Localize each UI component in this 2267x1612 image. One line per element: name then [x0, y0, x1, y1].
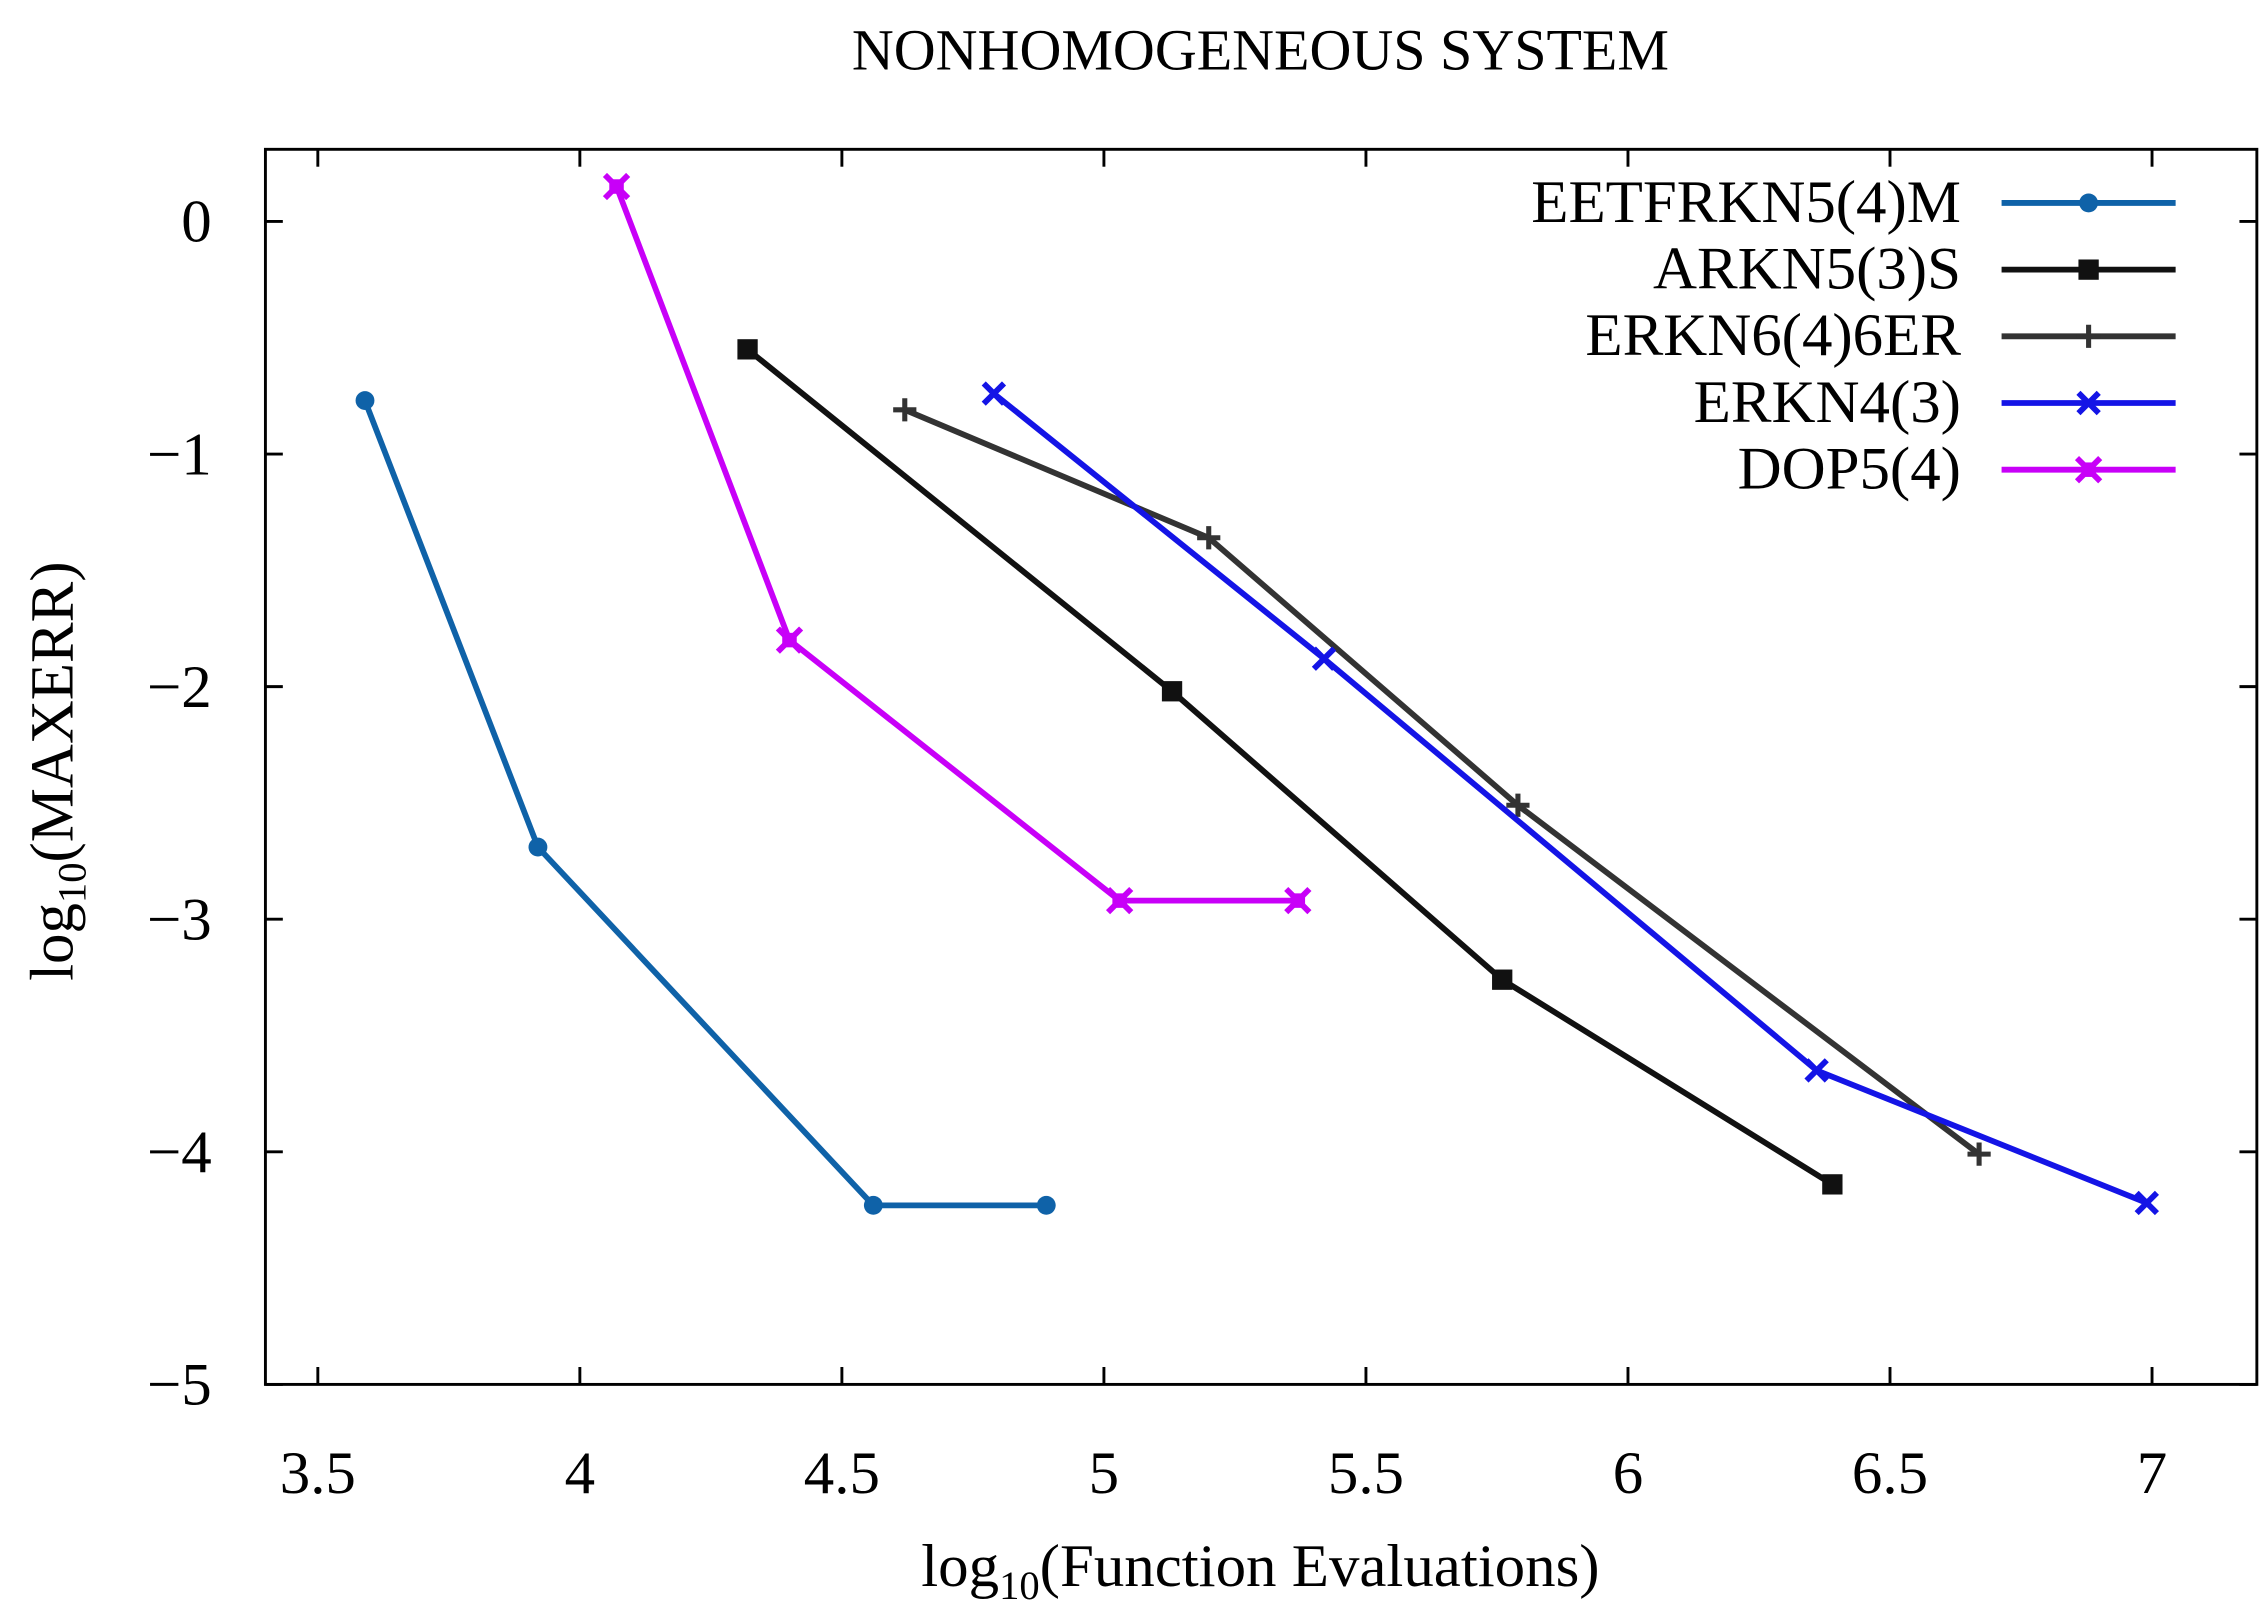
data-point [2134, 1190, 2159, 1216]
legend-entry: ARKN5(3)S [1653, 235, 2176, 302]
series [981, 381, 2159, 1216]
legend-marker [2078, 259, 2099, 280]
data-point [1822, 1174, 1843, 1195]
plot-frame [263, 147, 2259, 1386]
series [893, 398, 1991, 1166]
legend: EETFRKN5(4)MARKN5(3)SERKN6(4)6ERERKN4(3)… [1531, 169, 2176, 503]
x-axis-label-log: log [921, 1533, 999, 1600]
axis-ticks [265, 149, 2257, 1386]
legend-entry: ERKN4(3) [1694, 369, 2176, 436]
data-point [1311, 646, 1337, 671]
legend-label: ERKN6(4)6ER [1585, 302, 1961, 369]
x-tick-label: 6 [1613, 1440, 1643, 1507]
legend-marker [2076, 324, 2101, 348]
data-point [1492, 969, 1513, 990]
data-point-cross [1105, 886, 1134, 915]
data-point [863, 1195, 883, 1215]
y-tick-label: 0 [181, 189, 211, 256]
legend-label: ARKN5(3)S [1653, 235, 1961, 302]
legend-marker [2074, 456, 2103, 484]
legend-entry: ERKN6(4)6ER [1585, 302, 2176, 369]
data-point [1967, 1142, 1991, 1166]
y-tick-label: −4 [147, 1119, 212, 1186]
x-axis-label-text: (Function Evaluations) [1040, 1533, 1600, 1600]
data-point [893, 398, 917, 422]
series-line [613, 183, 1301, 904]
x-tick-label: 4.5 [804, 1440, 880, 1507]
data-point-cross [775, 626, 804, 654]
x-axis-label-subscript: 10 [999, 1563, 1040, 1608]
legend-label: ERKN4(3) [1694, 369, 1961, 436]
x-tick-label: 6.5 [1852, 1440, 1928, 1507]
y-axis-label-subscript: 10 [50, 863, 95, 904]
y-tick-label: −1 [147, 421, 212, 488]
data-point [528, 837, 548, 857]
data-point [1105, 886, 1134, 915]
x-axis-label: log10(Function Evaluations) [921, 1533, 1599, 1608]
data-point-cross [602, 172, 631, 201]
data-point [775, 626, 804, 654]
y-axis-label-log: log [20, 903, 87, 981]
y-axis-label: log10(MAXERR) [20, 562, 95, 981]
data-point [737, 339, 758, 360]
x-tick-label: 5.5 [1328, 1440, 1404, 1507]
series-line [744, 346, 1836, 1188]
legend-marker [2076, 390, 2101, 416]
y-tick-label: −5 [147, 1352, 212, 1419]
data-point [1284, 886, 1312, 915]
y-tick-label: −2 [147, 654, 212, 721]
legend-marker-cross [2074, 456, 2103, 484]
legend-label: EETFRKN5(4)M [1531, 169, 1961, 236]
x-tick-label: 5 [1089, 1440, 1119, 1507]
series [737, 339, 1843, 1195]
data-point-cross [1284, 886, 1312, 915]
data-point [1506, 793, 1530, 817]
x-tick-label: 3.5 [280, 1440, 356, 1507]
data-point [1161, 681, 1183, 702]
series-line [362, 397, 1050, 1209]
axis-tick-labels: 3.5 4 4.5 5 5.5 6 6.5 7 0 −1 −2 −3 −4 −5 [147, 189, 2167, 1507]
y-tick-label: −3 [147, 887, 212, 954]
series-line [901, 406, 1982, 1158]
series-line [990, 390, 2150, 1206]
x-tick-label: 7 [2137, 1440, 2167, 1507]
chart-title: NONHOMOGENEOUS SYSTEM [852, 18, 1669, 83]
data-point [355, 391, 375, 410]
data-point [1804, 1058, 1829, 1083]
y-axis-label-text: (MAXERR) [20, 562, 87, 863]
data-point [1197, 526, 1221, 550]
data-point [981, 381, 1007, 406]
legend-marker [2079, 193, 2099, 213]
data-point [1036, 1195, 1056, 1215]
legend-entry: DOP5(4) [1738, 436, 2176, 503]
series [355, 391, 1056, 1215]
x-tick-label: 4 [565, 1440, 595, 1507]
legend-label: DOP5(4) [1738, 436, 1961, 503]
series-layer [355, 172, 2159, 1216]
data-point [602, 172, 631, 201]
series [602, 172, 1312, 915]
legend-entry: EETFRKN5(4)M [1531, 169, 2176, 236]
